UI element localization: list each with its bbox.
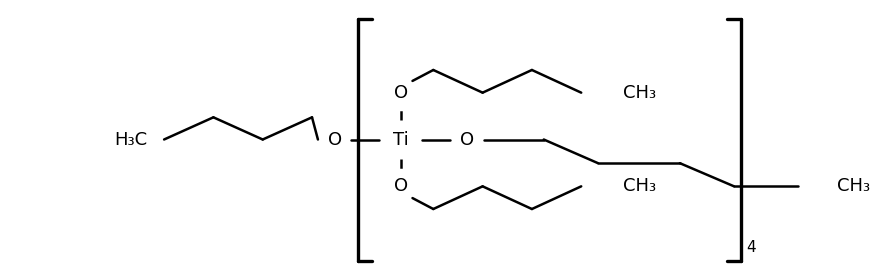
Text: O: O bbox=[459, 131, 474, 148]
Text: O: O bbox=[394, 177, 408, 195]
Text: Ti: Ti bbox=[393, 131, 409, 148]
Text: CH₃: CH₃ bbox=[623, 177, 655, 195]
Text: O: O bbox=[394, 84, 408, 102]
Text: O: O bbox=[327, 131, 342, 148]
Text: 4: 4 bbox=[746, 240, 755, 255]
Text: H₃C: H₃C bbox=[115, 131, 147, 148]
Text: CH₃: CH₃ bbox=[623, 84, 655, 102]
Text: CH₃: CH₃ bbox=[836, 177, 870, 195]
